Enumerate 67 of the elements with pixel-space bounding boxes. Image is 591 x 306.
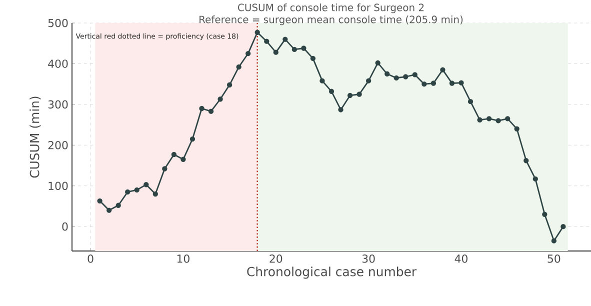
point bbox=[152, 191, 158, 197]
point bbox=[171, 152, 177, 158]
point bbox=[551, 238, 557, 244]
point bbox=[422, 81, 427, 87]
point bbox=[264, 38, 270, 44]
point bbox=[190, 136, 196, 142]
point bbox=[218, 96, 223, 102]
point bbox=[162, 166, 168, 172]
x-axis-title: Chronological case number bbox=[247, 266, 417, 279]
point bbox=[226, 82, 232, 88]
point bbox=[254, 30, 260, 35]
y-tick-label: 100 bbox=[48, 182, 68, 190]
y-tick-label: 400 bbox=[48, 60, 68, 68]
x-tick-label: 30 bbox=[362, 254, 375, 263]
point bbox=[366, 78, 372, 84]
point bbox=[180, 156, 186, 162]
y-tick-label: 500 bbox=[48, 18, 68, 28]
point bbox=[310, 56, 316, 62]
y-tick-label: 0 bbox=[62, 222, 68, 231]
point bbox=[514, 126, 520, 132]
point bbox=[532, 176, 538, 182]
x-tick-label: 50 bbox=[548, 254, 560, 263]
point bbox=[116, 202, 121, 208]
point bbox=[384, 71, 390, 76]
point bbox=[505, 116, 510, 122]
point bbox=[125, 189, 130, 195]
point bbox=[356, 92, 362, 97]
point bbox=[458, 80, 464, 86]
point bbox=[449, 80, 455, 86]
point bbox=[282, 36, 288, 42]
point bbox=[236, 64, 242, 70]
point bbox=[468, 98, 474, 104]
x-tick-label: 40 bbox=[454, 254, 468, 263]
point bbox=[477, 117, 482, 122]
point bbox=[301, 46, 306, 51]
x-tick-label: 20 bbox=[270, 254, 282, 263]
point bbox=[199, 106, 204, 112]
x-tick-label: 10 bbox=[177, 254, 190, 263]
point bbox=[347, 92, 353, 98]
chart-title: CUSUM of console time for Surgeon 2 bbox=[238, 4, 424, 14]
point bbox=[440, 67, 446, 72]
point bbox=[496, 118, 501, 124]
point bbox=[208, 108, 214, 114]
point bbox=[97, 198, 102, 204]
point bbox=[144, 182, 149, 188]
point bbox=[542, 212, 548, 217]
point bbox=[430, 80, 436, 86]
y-axis-title: CUSUM (min) bbox=[30, 96, 41, 178]
point bbox=[403, 74, 408, 80]
point bbox=[375, 60, 380, 66]
point bbox=[134, 187, 140, 193]
y-tick-label: 300 bbox=[48, 100, 68, 109]
point bbox=[320, 78, 325, 84]
point bbox=[338, 107, 344, 112]
point bbox=[394, 75, 399, 81]
point bbox=[560, 224, 566, 230]
point bbox=[486, 116, 492, 122]
point bbox=[328, 88, 334, 94]
point bbox=[273, 50, 278, 55]
point bbox=[524, 158, 529, 164]
point bbox=[245, 50, 251, 56]
point bbox=[412, 72, 418, 78]
point bbox=[292, 46, 298, 52]
point bbox=[106, 208, 112, 213]
chart-subtitle: Reference = surgeon mean console time (205.9 min) bbox=[200, 16, 463, 26]
x-tick-label: 0 bbox=[88, 254, 94, 263]
y-tick-label: 200 bbox=[48, 141, 68, 150]
